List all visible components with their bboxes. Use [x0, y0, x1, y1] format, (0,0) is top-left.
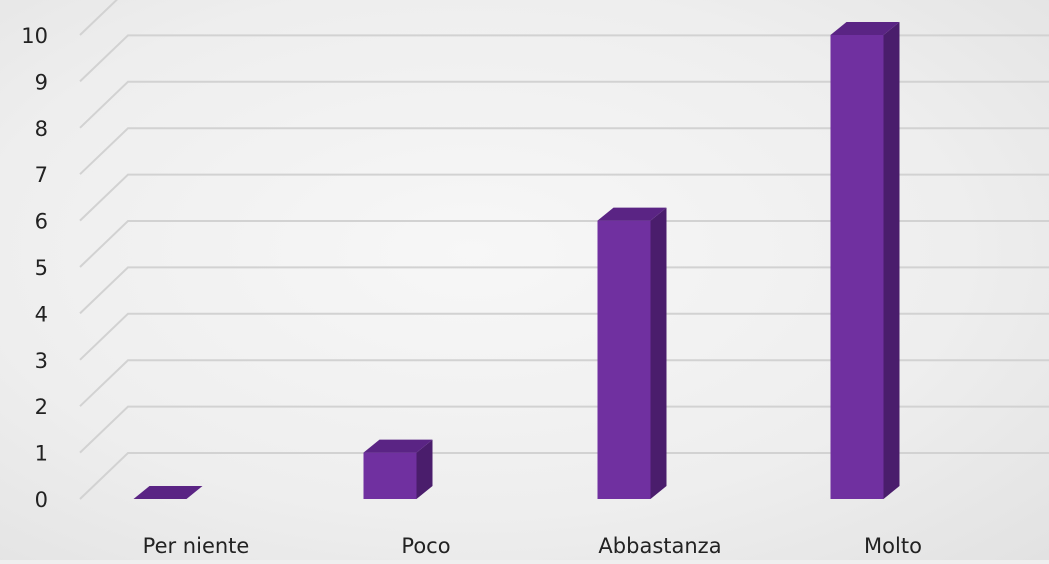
gridline	[79, 220, 1049, 268]
bar-side	[883, 22, 900, 499]
bars	[133, 22, 900, 499]
y-tick-label: 0	[35, 488, 48, 512]
bar	[133, 486, 203, 499]
y-axis-tick-labels: 0 1 2 3 4 5 6 7 8 9 10	[21, 24, 48, 512]
y-tick-label: 5	[35, 256, 48, 280]
y-tick-label: 6	[35, 210, 48, 234]
bar-front	[830, 35, 884, 499]
gridline	[79, 452, 1049, 500]
gridline	[79, 80, 1049, 129]
gridline	[79, 127, 1049, 175]
y-tick-label: 8	[35, 117, 48, 141]
x-category-label: Molto	[864, 534, 922, 558]
bar-top	[830, 22, 900, 35]
bar-side	[416, 439, 433, 499]
y-tick-label: 1	[35, 442, 48, 466]
bar-front	[597, 220, 651, 499]
bar-front	[363, 452, 417, 499]
y-tick-label: 9	[35, 70, 48, 94]
gridline	[79, 173, 1049, 222]
x-axis-category-labels: Per niente Poco Abbastanza Molto	[143, 534, 922, 558]
x-category-label: Per niente	[143, 534, 250, 558]
y-tick-label: 10	[21, 24, 48, 48]
y-tick-label: 7	[35, 163, 48, 187]
gridline	[79, 359, 1049, 407]
bar-top	[597, 207, 667, 221]
gridline	[79, 0, 118, 36]
gridlines	[79, 0, 1049, 500]
gridline	[79, 405, 1049, 454]
y-tick-label: 3	[35, 349, 48, 373]
bar-side	[650, 207, 667, 499]
y-tick-label: 2	[35, 395, 48, 419]
bar	[363, 439, 433, 499]
gridline	[79, 34, 1049, 83]
bar	[830, 22, 900, 499]
bar-top	[363, 439, 433, 453]
bar	[597, 207, 667, 499]
x-category-label: Poco	[401, 534, 450, 558]
gridline	[79, 312, 1049, 361]
y-tick-label: 4	[35, 302, 48, 326]
x-category-label: Abbastanza	[598, 534, 721, 558]
gridline	[79, 266, 1049, 315]
bar-top	[133, 486, 203, 499]
